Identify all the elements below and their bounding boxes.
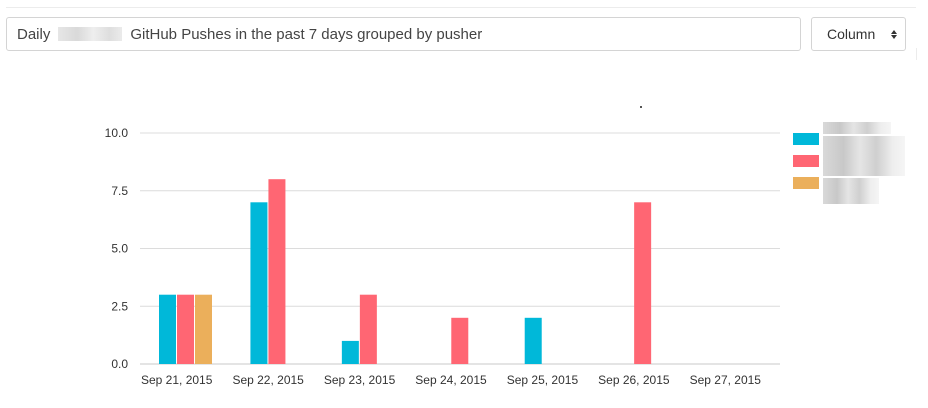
bar	[268, 179, 286, 364]
bar	[250, 202, 268, 364]
chart-title-input[interactable]: Daily GitHub Pushes in the past 7 days g…	[6, 17, 801, 51]
y-tick-label: 7.5	[111, 184, 128, 198]
chart-type-select[interactable]: Column	[811, 17, 906, 51]
y-tick-label: 10.0	[105, 126, 129, 140]
panel-edge	[916, 48, 917, 60]
x-tick-label: Sep 23, 2015	[324, 373, 396, 387]
bar	[195, 294, 212, 364]
redacted-legend-label	[823, 122, 891, 134]
bar	[341, 340, 359, 364]
y-tick-label: 0.0	[111, 357, 128, 371]
bar	[177, 294, 194, 364]
bar	[524, 317, 542, 364]
bar	[159, 294, 176, 364]
top-divider	[6, 7, 916, 8]
title-prefix: Daily	[17, 25, 51, 43]
y-tick-label: 5.0	[111, 242, 128, 256]
x-tick-label: Sep 27, 2015	[690, 373, 762, 387]
redacted-legend-label	[823, 136, 905, 176]
legend-swatch	[793, 155, 819, 167]
legend-swatch	[793, 133, 819, 145]
redacted-legend-label	[823, 178, 879, 204]
x-tick-label: Sep 24, 2015	[415, 373, 487, 387]
stray-mark	[640, 106, 642, 108]
bar	[634, 202, 652, 364]
y-tick-label: 2.5	[111, 299, 128, 313]
select-caret-icon	[891, 29, 897, 39]
x-tick-label: Sep 22, 2015	[232, 373, 304, 387]
bar	[451, 317, 469, 364]
x-tick-label: Sep 21, 2015	[141, 373, 213, 387]
chart-type-value: Column	[827, 26, 876, 42]
bar	[359, 294, 377, 364]
x-tick-label: Sep 25, 2015	[507, 373, 579, 387]
x-tick-label: Sep 26, 2015	[598, 373, 670, 387]
redacted-name	[58, 27, 123, 41]
title-suffix: GitHub Pushes in the past 7 days grouped…	[130, 25, 483, 43]
legend-swatch	[793, 177, 819, 189]
